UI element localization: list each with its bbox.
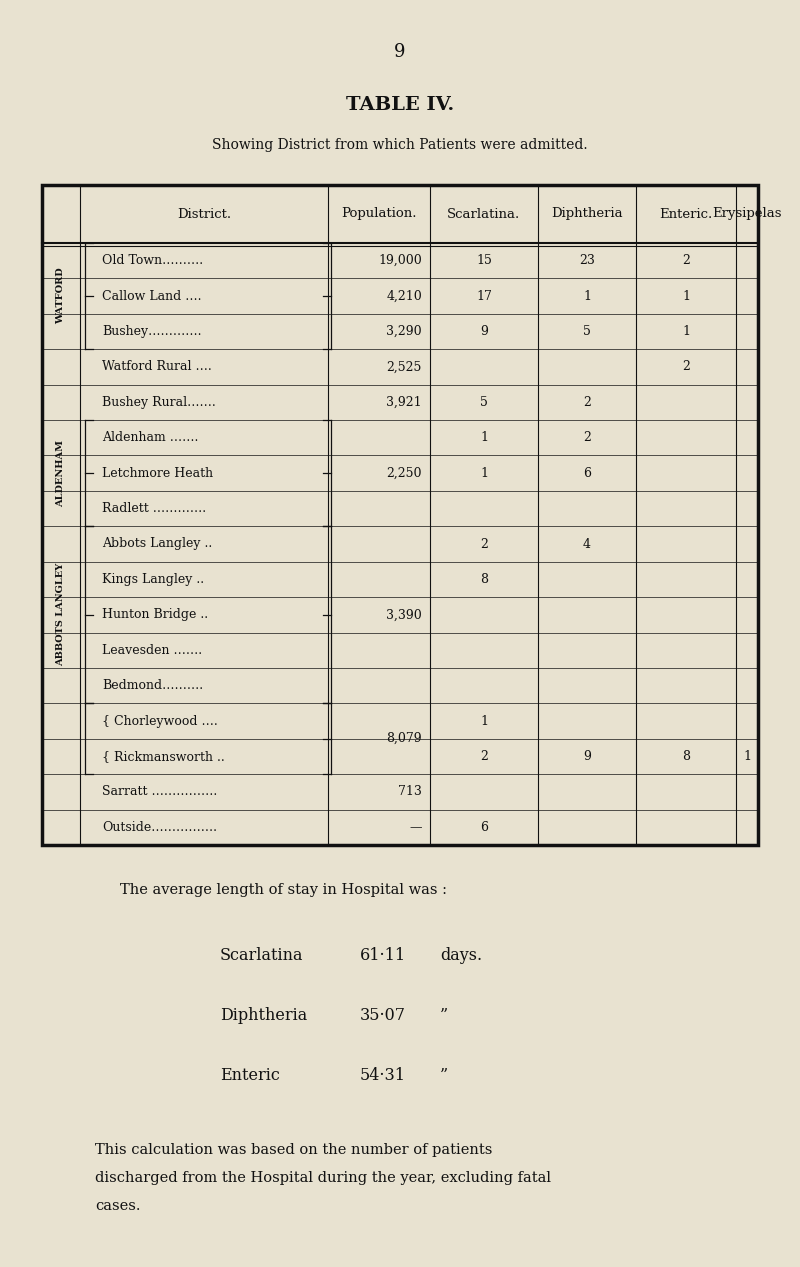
Text: 1: 1 xyxy=(480,431,488,445)
Text: 3,290: 3,290 xyxy=(386,326,422,338)
Text: ABBOTS LANGLEY: ABBOTS LANGLEY xyxy=(57,564,66,666)
Text: { Chorleywood ….: { Chorleywood …. xyxy=(102,715,218,727)
Text: 4: 4 xyxy=(583,537,591,550)
Text: cases.: cases. xyxy=(95,1199,141,1213)
Text: 6: 6 xyxy=(583,466,591,480)
Text: Bushey………….: Bushey…………. xyxy=(102,326,202,338)
Text: 9: 9 xyxy=(583,750,591,763)
Text: 23: 23 xyxy=(579,255,595,267)
Text: Bushey Rural…….: Bushey Rural……. xyxy=(102,395,216,409)
Text: Old Town……….: Old Town………. xyxy=(102,255,203,267)
Text: 9: 9 xyxy=(394,43,406,61)
Text: Sarratt …………….: Sarratt ……………. xyxy=(102,786,218,798)
Text: District.: District. xyxy=(177,208,231,220)
Text: Kings Langley ..: Kings Langley .. xyxy=(102,573,204,585)
Text: 19,000: 19,000 xyxy=(378,255,422,267)
Text: Diphtheria: Diphtheria xyxy=(220,1006,307,1024)
Text: 4,210: 4,210 xyxy=(386,290,422,303)
Text: 1: 1 xyxy=(743,750,751,763)
Text: ALDENHAM: ALDENHAM xyxy=(57,440,66,507)
Text: 61·11: 61·11 xyxy=(360,946,406,963)
Text: The average length of stay in Hospital was :: The average length of stay in Hospital w… xyxy=(120,883,447,897)
Text: Diphtheria: Diphtheria xyxy=(551,208,623,220)
Text: Outside…………….: Outside……………. xyxy=(102,821,217,834)
Text: 2: 2 xyxy=(682,255,690,267)
Text: { Rickmansworth ..: { Rickmansworth .. xyxy=(102,750,225,763)
Text: 2: 2 xyxy=(480,537,488,550)
Text: 2: 2 xyxy=(480,750,488,763)
Text: Leavesden …….: Leavesden ……. xyxy=(102,644,202,656)
Text: 3,390: 3,390 xyxy=(386,608,422,621)
Text: 1: 1 xyxy=(682,290,690,303)
Text: Abbots Langley ..: Abbots Langley .. xyxy=(102,537,212,550)
Text: Erysipelas: Erysipelas xyxy=(712,208,782,220)
Text: Hunton Bridge ..: Hunton Bridge .. xyxy=(102,608,208,621)
Text: 8: 8 xyxy=(682,750,690,763)
Text: 2,525: 2,525 xyxy=(386,360,422,374)
Text: 8: 8 xyxy=(480,573,488,585)
Text: 8,079: 8,079 xyxy=(386,732,422,745)
Text: Radlett ………….: Radlett …………. xyxy=(102,502,206,516)
Text: 17: 17 xyxy=(476,290,492,303)
Text: TABLE IV.: TABLE IV. xyxy=(346,96,454,114)
Text: This calculation was based on the number of patients: This calculation was based on the number… xyxy=(95,1143,492,1157)
Text: ”: ” xyxy=(440,1006,448,1024)
Text: Scarlatina: Scarlatina xyxy=(220,946,303,963)
Text: 2: 2 xyxy=(682,360,690,374)
Text: Population.: Population. xyxy=(342,208,417,220)
Text: —: — xyxy=(410,821,422,834)
Text: discharged from the Hospital during the year, excluding fatal: discharged from the Hospital during the … xyxy=(95,1171,551,1185)
Text: 2: 2 xyxy=(583,395,591,409)
Text: Callow Land ….: Callow Land …. xyxy=(102,290,202,303)
Text: 1: 1 xyxy=(480,715,488,727)
Text: 35·07: 35·07 xyxy=(360,1006,406,1024)
Text: 15: 15 xyxy=(476,255,492,267)
Text: 54·31: 54·31 xyxy=(360,1067,406,1083)
Text: 2,250: 2,250 xyxy=(386,466,422,480)
Text: WATFORD: WATFORD xyxy=(57,267,66,324)
Text: 5: 5 xyxy=(480,395,488,409)
Text: Enteric.: Enteric. xyxy=(659,208,713,220)
Text: Bedmond……….: Bedmond………. xyxy=(102,679,203,692)
Bar xyxy=(42,185,758,845)
Text: 1: 1 xyxy=(682,326,690,338)
Text: 1: 1 xyxy=(480,466,488,480)
Text: Enteric: Enteric xyxy=(220,1067,280,1083)
Text: 713: 713 xyxy=(398,786,422,798)
Text: 9: 9 xyxy=(480,326,488,338)
Text: Watford Rural ….: Watford Rural …. xyxy=(102,360,212,374)
Text: Showing District from which Patients were admitted.: Showing District from which Patients wer… xyxy=(212,138,588,152)
Text: ”: ” xyxy=(440,1067,448,1083)
Text: 1: 1 xyxy=(583,290,591,303)
Text: days.: days. xyxy=(440,946,482,963)
Text: 2: 2 xyxy=(583,431,591,445)
Text: 6: 6 xyxy=(480,821,488,834)
Text: Aldenham …….: Aldenham ……. xyxy=(102,431,198,445)
Text: Scarlatina.: Scarlatina. xyxy=(447,208,521,220)
Text: 3,921: 3,921 xyxy=(386,395,422,409)
Text: 5: 5 xyxy=(583,326,591,338)
Text: Letchmore Heath: Letchmore Heath xyxy=(102,466,213,480)
